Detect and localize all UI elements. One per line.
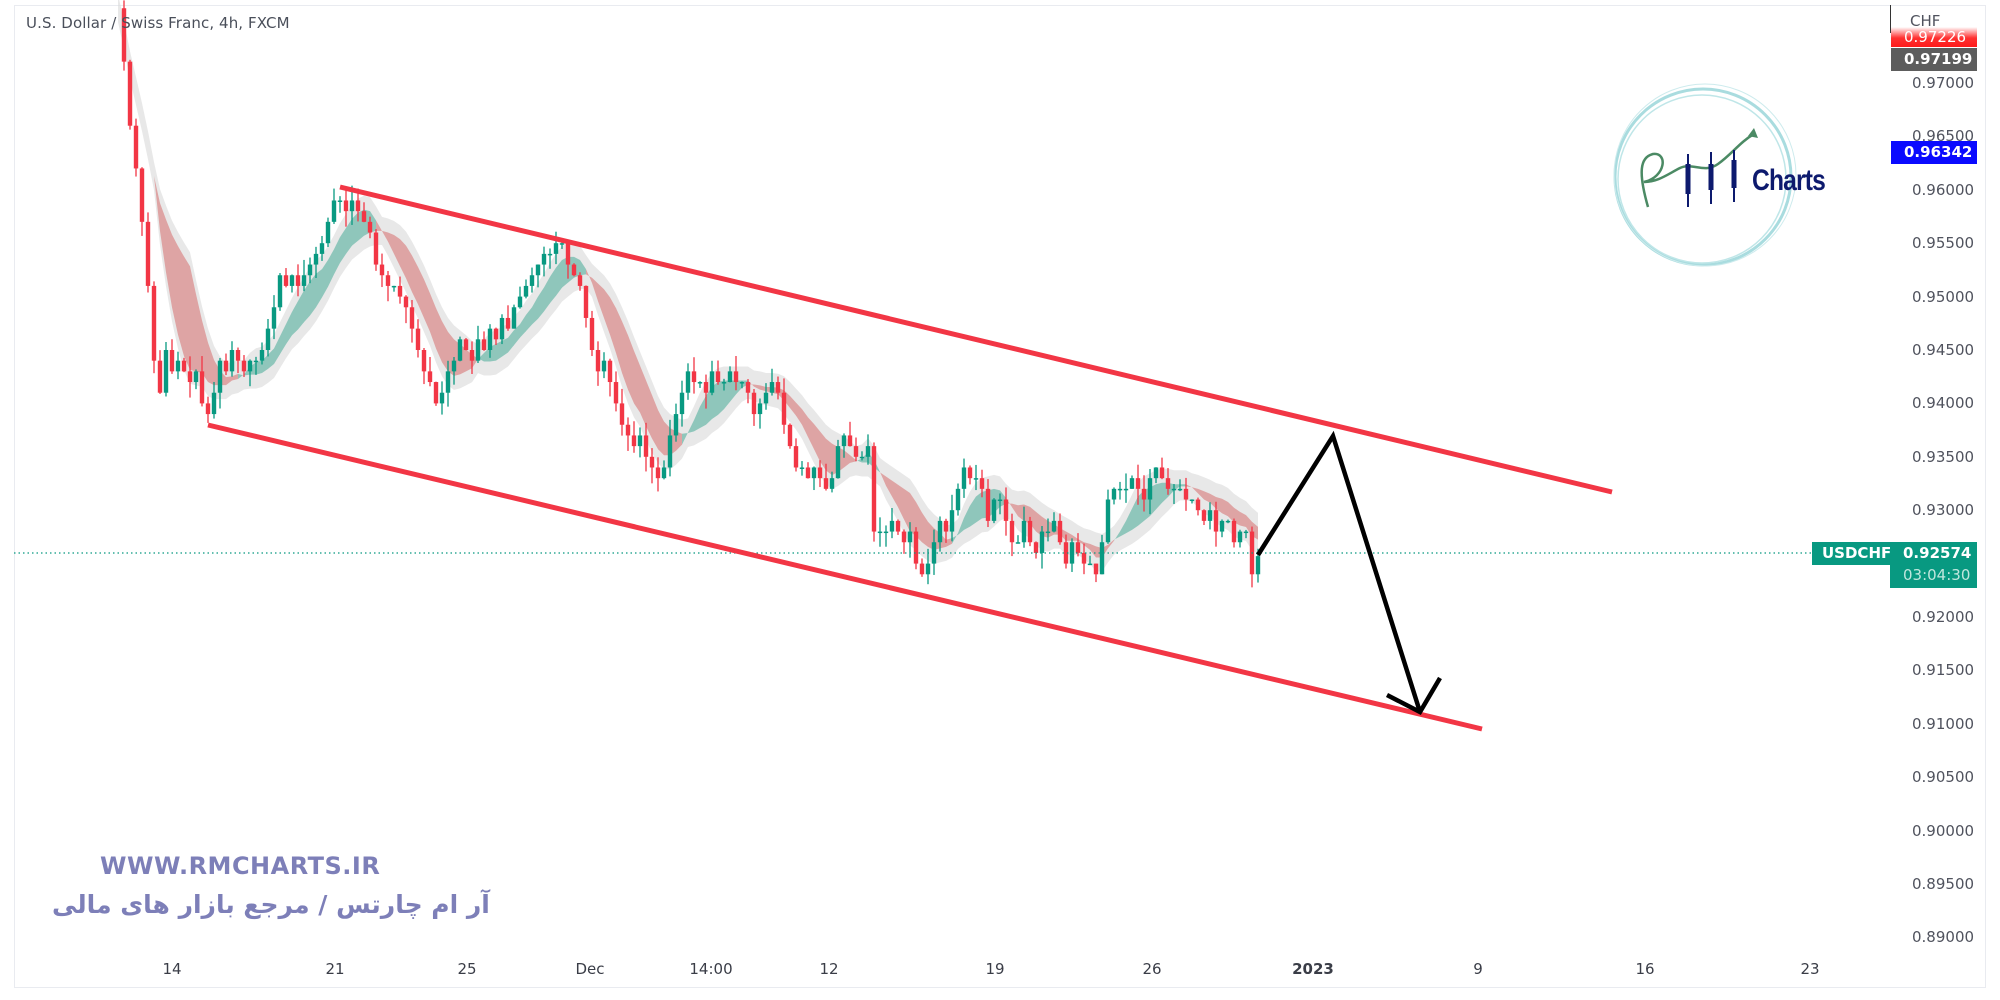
- time-axis-label: 26: [1142, 960, 1162, 978]
- price-axis-label: 0.96000: [1912, 181, 1975, 199]
- time-axis-label: 25: [457, 960, 477, 978]
- time-axis-label: 16: [1635, 960, 1655, 978]
- time-axis-label: 12: [819, 960, 839, 978]
- price-axis-label: 0.97000: [1912, 74, 1975, 92]
- time-axis-label: 14:00: [689, 960, 733, 978]
- price-axis-label: 0.90500: [1912, 768, 1975, 786]
- price-axis-label: 0.91500: [1912, 661, 1975, 679]
- high-price-tag: 0.97226: [1891, 27, 1977, 47]
- price-axis-label: 0.94500: [1912, 341, 1975, 359]
- channel-upper-trendline[interactable]: [339, 184, 1613, 495]
- price-axis-label: 0.89000: [1912, 928, 1975, 946]
- time-axis-label: 14: [162, 960, 182, 978]
- prev-price-tag: 0.97199: [1891, 48, 1977, 71]
- channel-lower-trendline[interactable]: [207, 422, 1483, 732]
- price-axis-label: 0.95500: [1912, 234, 1975, 252]
- price-axis-label: 0.94000: [1912, 394, 1975, 412]
- watermark-tagline: آر ام چارتس / مرجع بازار های مالی: [52, 890, 490, 919]
- arrowhead-icon: [1385, 676, 1442, 715]
- candlesticks: [121, 0, 1261, 588]
- time-axis-label: 23: [1800, 960, 1820, 978]
- price-axis-line: [1890, 5, 1891, 33]
- moving-average-ribbon: [118, 0, 1258, 572]
- price-axis-label: 0.95000: [1912, 288, 1975, 306]
- bar-countdown: 03:04:30: [1903, 566, 1971, 584]
- price-axis-label: 0.90000: [1912, 822, 1975, 840]
- price-axis-label: 0.89500: [1912, 875, 1975, 893]
- rmcharts-logo: [1613, 83, 1797, 267]
- projection-arrow[interactable]: [1256, 430, 1423, 713]
- chart-title: U.S. Dollar / Swiss Franc, 4h, FXCM: [26, 14, 290, 32]
- last-price-tag: 0.92574 03:04:30: [1890, 542, 1977, 588]
- currency-label: CHF: [1910, 12, 1941, 30]
- time-axis-label: 2023: [1292, 960, 1334, 978]
- watermark-url: WWW.RMCHARTS.IR: [100, 852, 381, 880]
- last-price-value: 0.92574: [1903, 544, 1972, 562]
- price-axis-label: 0.93500: [1912, 448, 1975, 466]
- price-axis-label: 0.93000: [1912, 501, 1975, 519]
- price-axis-label: 0.96500: [1912, 127, 1975, 145]
- time-axis-label: Dec: [575, 960, 605, 978]
- time-axis-label: 21: [325, 960, 345, 978]
- time-axis-label: 9: [1473, 960, 1483, 978]
- price-axis-label: 0.92000: [1912, 608, 1975, 626]
- marker-price-tag: 0.96342: [1891, 141, 1977, 164]
- price-axis-label: 0.91000: [1912, 715, 1975, 733]
- symbol-label: USDCHF: [1812, 542, 1891, 565]
- logo-text: Charts: [1752, 164, 1826, 197]
- time-axis-label: 19: [985, 960, 1005, 978]
